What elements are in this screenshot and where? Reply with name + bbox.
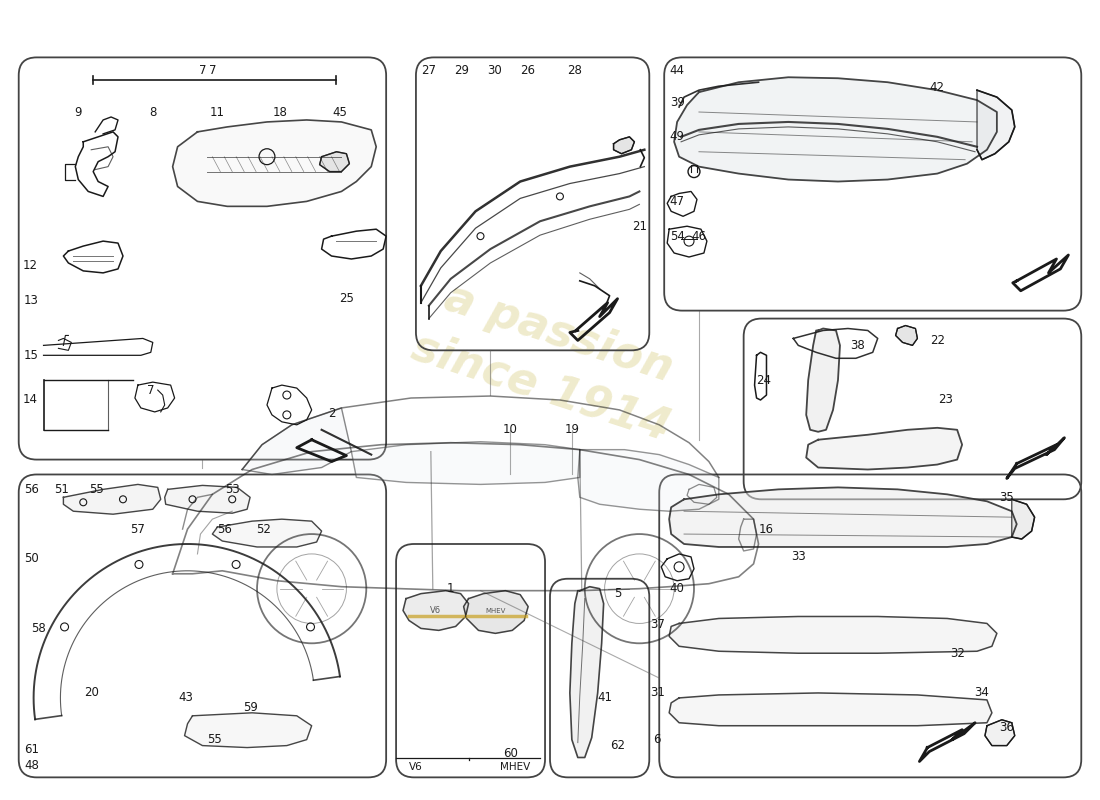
Polygon shape [185,713,311,747]
Text: 45: 45 [332,106,346,118]
Polygon shape [64,485,161,514]
Text: 25: 25 [339,292,354,306]
Text: 6: 6 [653,733,661,746]
Text: 40: 40 [670,582,684,595]
Text: V6: V6 [430,606,441,615]
Text: 57: 57 [131,522,145,535]
Polygon shape [895,326,917,346]
Text: 1: 1 [447,582,454,595]
Text: 47: 47 [670,195,684,208]
Text: 53: 53 [224,483,240,496]
Text: 51: 51 [54,483,69,496]
Text: 7: 7 [199,64,206,77]
Polygon shape [173,120,376,206]
Text: 16: 16 [759,522,774,535]
Text: MHEV: MHEV [500,762,530,773]
Text: 56: 56 [217,522,232,535]
Text: 58: 58 [31,622,46,635]
Polygon shape [570,586,604,758]
Text: 54: 54 [670,230,684,242]
Text: 56: 56 [24,483,40,496]
Text: 12: 12 [23,259,38,273]
Text: 9: 9 [75,106,82,118]
Text: 29: 29 [454,64,469,77]
Text: 39: 39 [670,95,684,109]
Text: 49: 49 [670,130,684,143]
Polygon shape [463,590,528,634]
Text: MHEV: MHEV [485,607,506,614]
Polygon shape [1012,499,1035,539]
Text: 7: 7 [147,383,154,397]
Text: 52: 52 [256,522,272,535]
Polygon shape [351,442,580,485]
Polygon shape [614,137,635,154]
Text: 46: 46 [692,230,706,242]
Text: 42: 42 [930,81,945,94]
Text: 43: 43 [178,691,192,705]
Text: 62: 62 [610,739,625,752]
Text: 13: 13 [23,294,38,307]
Text: 10: 10 [503,423,518,436]
Text: 31: 31 [650,686,664,699]
Text: 19: 19 [564,423,580,436]
Polygon shape [669,487,1016,547]
Text: 5: 5 [614,587,622,600]
Polygon shape [984,720,1014,746]
Text: 22: 22 [930,334,945,347]
Text: 21: 21 [631,220,647,233]
Polygon shape [806,428,962,470]
Text: 50: 50 [24,552,38,566]
Text: 60: 60 [503,747,518,760]
Text: 11: 11 [210,106,224,118]
Text: 59: 59 [243,702,257,714]
Polygon shape [165,486,250,514]
Polygon shape [212,519,321,547]
Polygon shape [806,329,840,432]
Text: 15: 15 [23,349,38,362]
Text: 8: 8 [150,106,156,118]
Text: 38: 38 [850,339,866,352]
Text: 48: 48 [24,759,40,772]
Text: 34: 34 [975,686,989,699]
Polygon shape [977,90,1014,160]
Text: 7: 7 [209,64,216,77]
Text: V6: V6 [409,762,422,773]
Text: 24: 24 [756,374,771,386]
Text: 18: 18 [273,106,287,118]
Text: 28: 28 [568,64,582,77]
Text: 30: 30 [487,64,502,77]
Text: 41: 41 [597,691,612,705]
Polygon shape [403,590,469,630]
Polygon shape [320,152,350,171]
Polygon shape [578,450,718,511]
Text: 55: 55 [89,483,103,496]
Text: 33: 33 [791,550,805,563]
Text: 26: 26 [519,64,535,77]
Polygon shape [669,617,997,654]
Text: 55: 55 [207,733,222,746]
Text: 23: 23 [938,394,953,406]
Text: 27: 27 [421,64,437,77]
Text: 61: 61 [24,743,40,756]
Text: 14: 14 [23,394,38,406]
Text: 20: 20 [84,686,99,699]
Text: 35: 35 [1000,491,1014,504]
Text: 44: 44 [670,64,684,77]
Polygon shape [674,78,997,182]
Text: 36: 36 [1000,722,1014,734]
Polygon shape [242,408,351,474]
Polygon shape [669,693,992,726]
Text: 37: 37 [650,618,664,631]
Text: 2: 2 [328,407,336,421]
Text: a passion
since 1914: a passion since 1914 [407,271,693,450]
Text: 32: 32 [949,646,965,660]
